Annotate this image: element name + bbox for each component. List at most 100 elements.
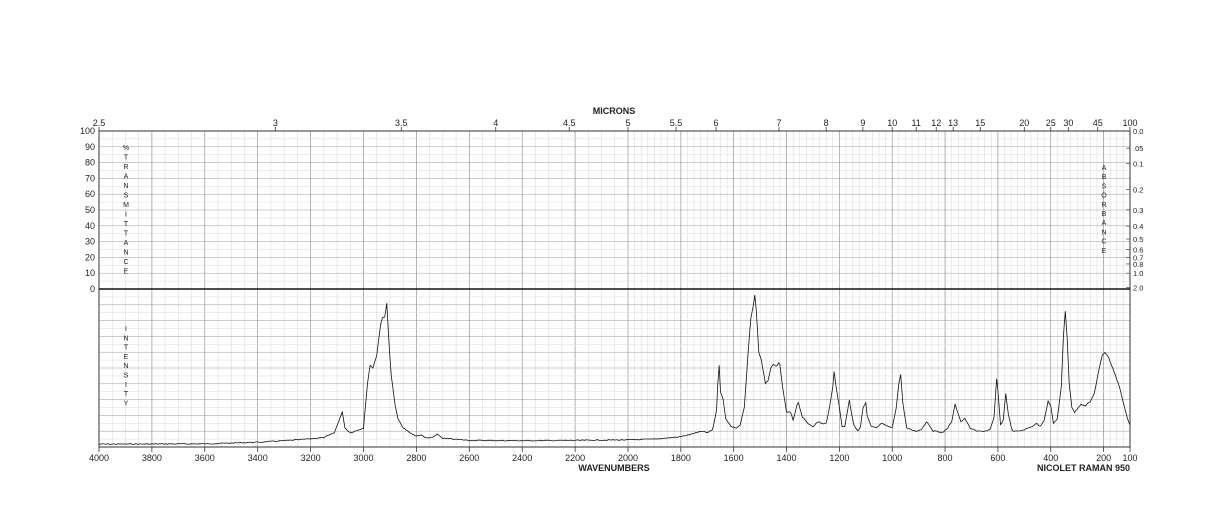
y-tick-label: 100 xyxy=(80,126,95,136)
absorbance-tick-label: .05 xyxy=(1133,144,1143,153)
x-tick-label: 1600 xyxy=(724,453,744,463)
absorbance-tick-label: 0.4 xyxy=(1133,222,1143,231)
absorbance-label-letter: N xyxy=(1101,229,1106,236)
bottom-axis-title: WAVENUMBERS xyxy=(578,463,649,473)
x-tick-label: 800 xyxy=(938,453,953,463)
x-tick-label: 3800 xyxy=(142,453,162,463)
micron-tick-label: 9 xyxy=(860,118,865,128)
absorbance-label-letter: A xyxy=(1102,220,1107,227)
axis-ticks: 4000 3800 3600 3400 3200 3000 2800 2600 2400 2200… xyxy=(80,118,1143,463)
absorbance-tick-label: 0.0 xyxy=(1133,127,1143,136)
absorbance-tick-label: 2.0 xyxy=(1133,283,1143,292)
x-tick-label: 3600 xyxy=(195,453,215,463)
absorbance-tick-label: 0.8 xyxy=(1133,260,1143,269)
x-tick-label: 1400 xyxy=(777,453,797,463)
transmittance-label-letter: N xyxy=(123,250,128,257)
micron-tick-label: 2.5 xyxy=(93,118,106,128)
absorbance-tick-label: 1.0 xyxy=(1133,269,1143,278)
micron-tick-label: 11 xyxy=(912,118,921,128)
micron-tick-label: 7 xyxy=(776,118,781,128)
x-tick-label: 2400 xyxy=(512,453,532,463)
y-tick-label: 80 xyxy=(85,158,95,168)
y-tick-label: 0 xyxy=(90,284,95,294)
micron-tick-label: 4 xyxy=(493,118,498,128)
micron-tick-label: 45 xyxy=(1093,118,1103,128)
intensity-label-letter: T xyxy=(124,391,129,398)
y-tick-label: 70 xyxy=(85,173,95,183)
x-tick-label: 3400 xyxy=(248,453,268,463)
absorbance-label-letter: S xyxy=(1102,183,1107,190)
absorbance-label-letter: B xyxy=(1102,211,1107,218)
transmittance-label-letter: S xyxy=(124,193,129,200)
x-tick-label: 2800 xyxy=(406,453,426,463)
transmittance-label-letter: R xyxy=(123,164,128,171)
instrument-label: NICOLET RAMAN 950 xyxy=(1037,463,1130,473)
intensity-label-letter: T xyxy=(124,345,129,352)
transmittance-label-letter: % xyxy=(123,145,129,152)
absorbance-tick-label: 0.7 xyxy=(1133,253,1143,262)
intensity-label-letter: I xyxy=(125,382,127,389)
micron-tick-label: 5 xyxy=(625,118,630,128)
x-tick-label: 3000 xyxy=(353,453,373,463)
micron-tick-label: 100 xyxy=(1122,118,1137,128)
micron-tick-label: 6 xyxy=(714,118,719,128)
x-tick-label: 3200 xyxy=(301,453,321,463)
intensity-label-letter: E xyxy=(124,354,129,361)
y-tick-label: 40 xyxy=(85,221,95,231)
x-tick-label: 100 xyxy=(1122,453,1137,463)
absorbance-tick-label: 0.6 xyxy=(1133,245,1143,254)
micron-tick-label: 30 xyxy=(1063,118,1073,128)
micron-tick-label: 8 xyxy=(824,118,829,128)
transmittance-label-letter: I xyxy=(125,212,127,219)
x-tick-label: 200 xyxy=(1096,453,1111,463)
top-axis-title: MICRONS xyxy=(593,106,636,116)
transmittance-label-letter: N xyxy=(123,183,128,190)
y-tick-label: 90 xyxy=(85,142,95,152)
micron-tick-label: 20 xyxy=(1019,118,1029,128)
absorbance-label-letter: C xyxy=(1101,239,1106,246)
intensity-label-letter: S xyxy=(124,373,129,380)
x-tick-label: 1000 xyxy=(882,453,902,463)
x-tick-label: 1200 xyxy=(829,453,849,463)
x-tick-label: 2200 xyxy=(565,453,585,463)
y-tick-label: 10 xyxy=(85,268,95,278)
y-tick-label: 60 xyxy=(85,189,95,199)
transmittance-label-letter: C xyxy=(123,259,128,266)
intensity-label-letter: I xyxy=(125,326,127,333)
transmittance-label-letter: A xyxy=(124,174,129,181)
micron-tick-label: 25 xyxy=(1046,118,1056,128)
spectrum-line xyxy=(98,295,1131,445)
micron-tick-label: 12 xyxy=(931,118,941,128)
y-tick-label: 30 xyxy=(85,237,95,247)
y-tick-label: 20 xyxy=(85,252,95,262)
intensity-label-letter: N xyxy=(123,363,128,370)
micron-tick-label: 3.5 xyxy=(395,118,408,128)
transmittance-label-letter: E xyxy=(124,269,129,276)
x-tick-label: 2600 xyxy=(459,453,479,463)
absorbance-label-letter: R xyxy=(1101,202,1106,209)
absorbance-tick-label: 0.2 xyxy=(1133,185,1143,194)
intensity-label-letter: N xyxy=(123,335,128,342)
transmittance-label-letter: T xyxy=(124,155,129,162)
micron-tick-label: 13 xyxy=(948,118,958,128)
absorbance-label-letter: O xyxy=(1101,193,1107,200)
micron-tick-label: 3 xyxy=(273,118,278,128)
absorbance-label-letter: A xyxy=(1102,165,1107,172)
absorbance-tick-label: 0.3 xyxy=(1133,206,1143,215)
absorbance-tick-label: 0.1 xyxy=(1133,159,1143,168)
absorbance-tick-label: 0.5 xyxy=(1133,235,1143,244)
micron-tick-label: 4.5 xyxy=(563,118,576,128)
transmittance-label-letter: M xyxy=(123,202,129,209)
absorbance-label-letter: B xyxy=(1102,174,1107,181)
transmittance-label-letter: T xyxy=(124,231,129,238)
transmittance-label-letter: A xyxy=(124,240,129,247)
transmittance-label-letter: T xyxy=(124,221,129,228)
absorbance-label-letter: E xyxy=(1102,248,1107,255)
intensity-label-letter: Y xyxy=(124,400,129,407)
x-tick-label: 1800 xyxy=(671,453,691,463)
micron-tick-label: 15 xyxy=(975,118,985,128)
x-tick-label: 600 xyxy=(990,453,1005,463)
x-tick-label: 2000 xyxy=(618,453,638,463)
